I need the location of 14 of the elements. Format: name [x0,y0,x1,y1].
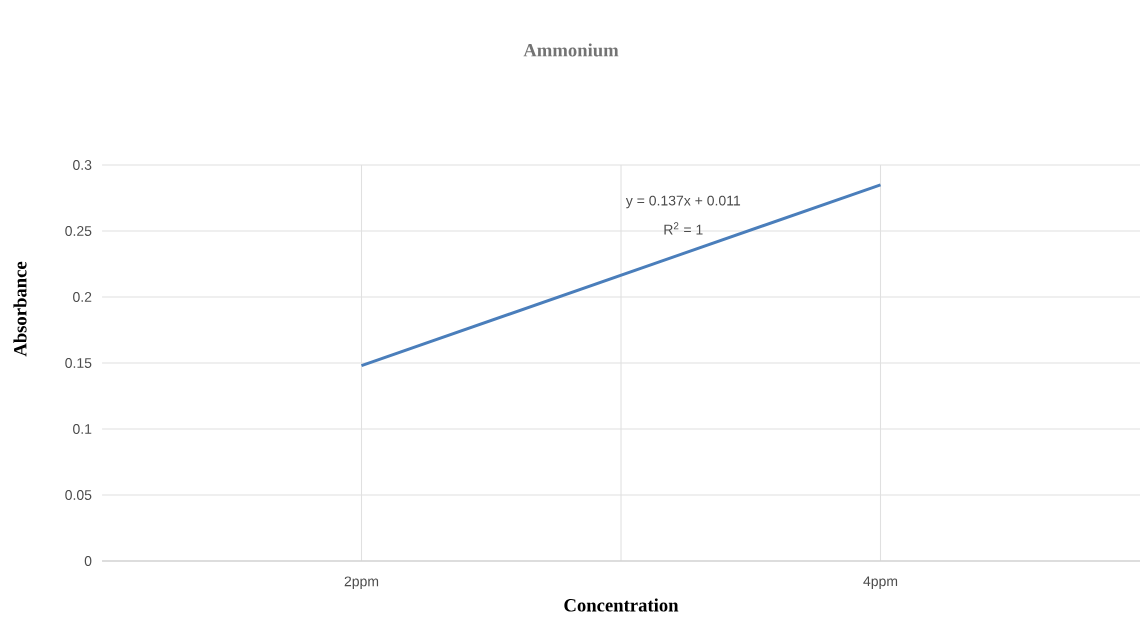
x-tick-label: 2ppm [344,576,379,590]
y-tick-label: 0 [84,556,92,566]
y-tick-label: 0.3 [73,160,92,170]
annotation: R$^{2}$ = 1 [664,222,703,235]
chart-title: Ammonium [523,43,619,57]
x-axis-title: Concentration [564,598,679,612]
y-tick-label: 0.1 [73,424,92,434]
y-axis-title: Absorbance [13,261,27,357]
x-tick-label: 4ppm [863,576,898,589]
annotation: y = 0.137x + 0.011 [625,195,741,209]
y-tick-label: 0.2 [73,292,92,302]
y-tick-label: 0.15 [65,358,92,368]
y-tick-label: 0.25 [65,226,92,236]
y-tick-label: 0.05 [65,490,92,500]
